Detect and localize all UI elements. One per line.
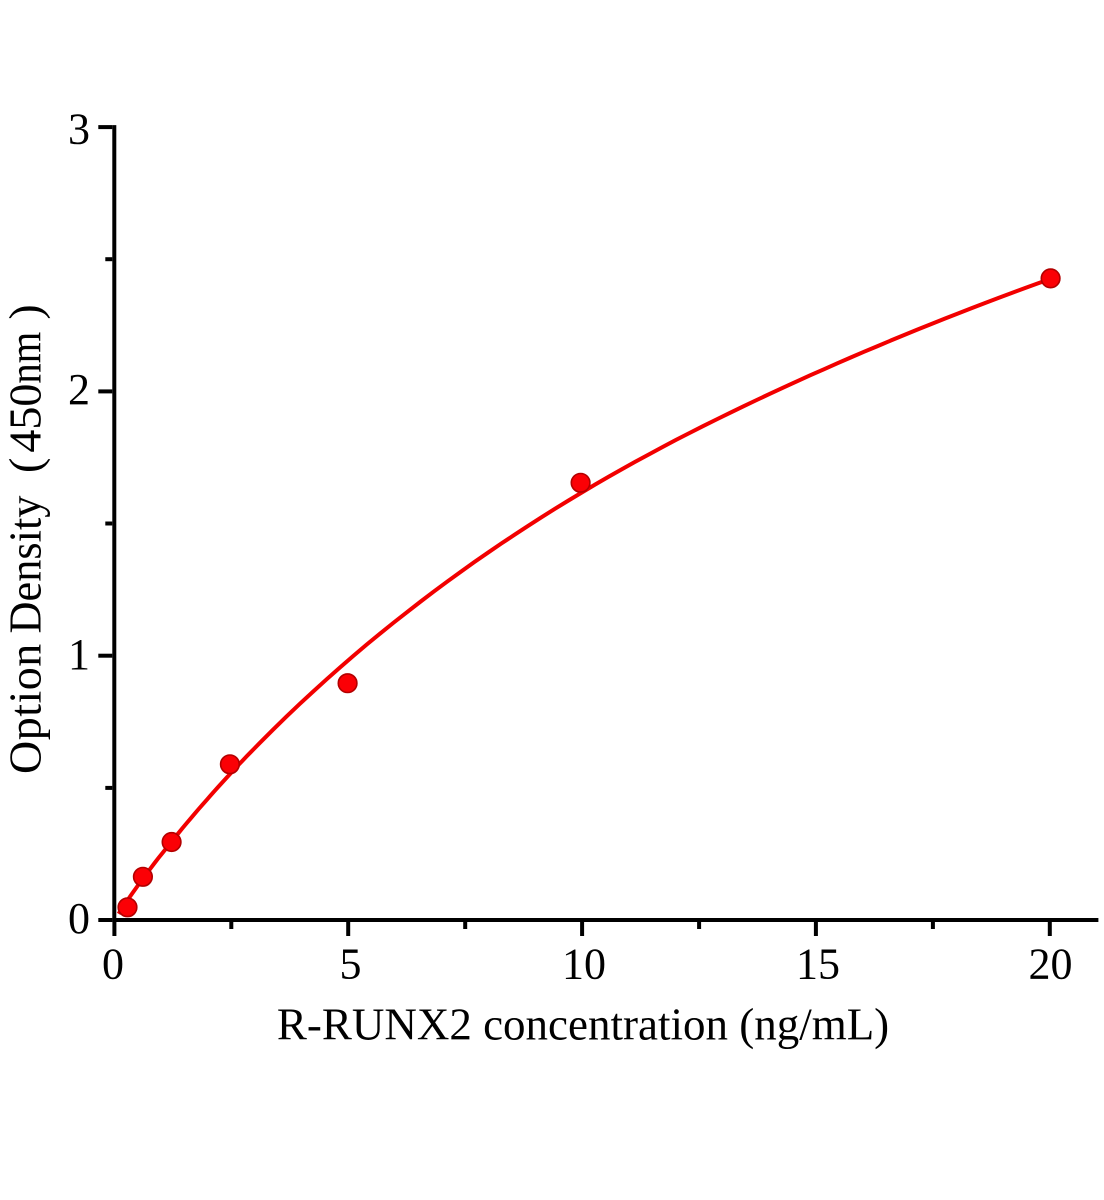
svg-text:0: 0	[102, 939, 124, 988]
svg-text:5: 5	[340, 939, 362, 988]
svg-text:20: 20	[1029, 939, 1073, 988]
svg-text:15: 15	[796, 939, 840, 988]
svg-text:(450nm): (450nm)	[0, 304, 51, 473]
svg-text:R-RUNX2 concentration (ng/mL): R-RUNX2 concentration (ng/mL)	[277, 1000, 889, 1050]
svg-text:1: 1	[68, 630, 90, 679]
svg-text:Density: Density	[0, 496, 51, 634]
svg-text:10: 10	[562, 939, 606, 988]
svg-text:3: 3	[68, 105, 90, 154]
svg-text:0: 0	[68, 894, 90, 943]
svg-text:2: 2	[68, 365, 90, 414]
svg-text:Option: Option	[0, 643, 51, 774]
